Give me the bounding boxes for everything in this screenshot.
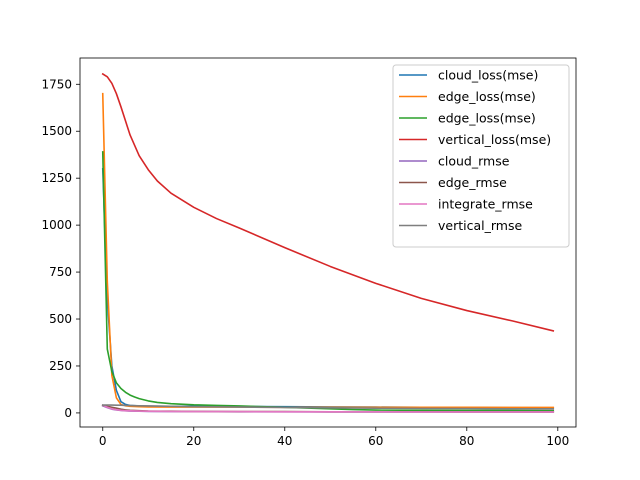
legend-label: vertical_rmse bbox=[438, 218, 522, 233]
x-tick-label: 20 bbox=[186, 434, 201, 448]
series-line-3 bbox=[101, 72, 555, 332]
y-axis: 0 250 500 750 1000 1250 1500 1750 bbox=[41, 77, 80, 420]
x-tick-label: 0 bbox=[99, 434, 107, 448]
legend-label: integrate_rmse bbox=[438, 197, 533, 212]
legend-label: edge_loss(mse) bbox=[438, 89, 536, 104]
y-tick-label: 0 bbox=[64, 406, 72, 420]
series-line-6 bbox=[101, 403, 555, 413]
series-line-2 bbox=[101, 151, 555, 412]
legend-label: edge_rmse bbox=[438, 175, 507, 190]
series-line-7 bbox=[101, 404, 555, 410]
legend-label: cloud_loss(mse) bbox=[438, 68, 538, 83]
y-tick-label: 500 bbox=[49, 312, 72, 326]
legend-box bbox=[392, 64, 570, 248]
x-tick-label: 80 bbox=[459, 434, 474, 448]
y-tick-label: 1750 bbox=[41, 77, 72, 91]
y-tick-label: 1250 bbox=[41, 171, 72, 185]
legend-label: vertical_loss(mse) bbox=[438, 132, 551, 147]
x-tick-label: 100 bbox=[546, 434, 569, 448]
x-tick-label: 60 bbox=[368, 434, 383, 448]
legend-label: edge_loss(mse) bbox=[438, 111, 536, 126]
legend-label: cloud_rmse bbox=[438, 154, 510, 169]
x-tick-label: 40 bbox=[277, 434, 292, 448]
legend: cloud_loss(mse) edge_loss(mse) edge_loss(m… bbox=[392, 64, 570, 248]
y-tick-label: 1500 bbox=[41, 124, 72, 138]
y-tick-label: 250 bbox=[49, 359, 72, 373]
y-tick-label: 750 bbox=[49, 265, 72, 279]
y-tick-label: 1000 bbox=[41, 218, 72, 232]
axes-frame bbox=[79, 57, 577, 428]
plot-area bbox=[101, 72, 555, 413]
x-axis: 0 20 40 60 80 100 bbox=[99, 427, 569, 448]
